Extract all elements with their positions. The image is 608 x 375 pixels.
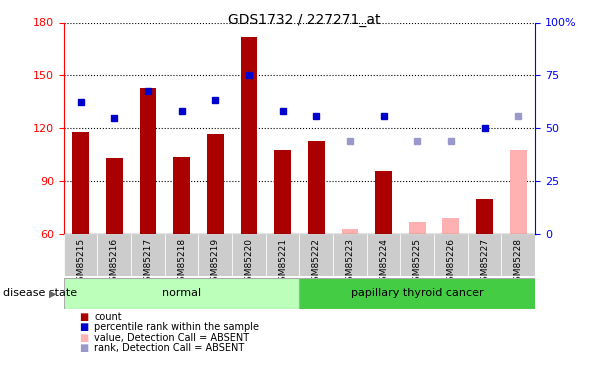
Bar [241,37,257,234]
Text: disease state: disease state [3,288,77,298]
Bar [468,234,502,276]
Bar [299,278,535,309]
Text: ■: ■ [79,344,88,353]
Bar [140,88,156,234]
Bar [375,171,392,234]
Text: percentile rank within the sample: percentile rank within the sample [94,322,259,332]
Text: ▶: ▶ [49,288,57,298]
Bar [64,278,299,309]
Bar [64,234,97,276]
Text: GSM85215: GSM85215 [76,238,85,287]
Text: rank, Detection Call = ABSENT: rank, Detection Call = ABSENT [94,344,244,353]
Bar [198,234,232,276]
Bar [72,132,89,234]
Text: ■: ■ [79,322,88,332]
Text: GSM85223: GSM85223 [345,238,354,286]
Bar [165,234,198,276]
Text: ■: ■ [79,333,88,343]
Text: GSM85219: GSM85219 [211,238,220,287]
Bar [131,234,165,276]
Bar [409,222,426,234]
Text: value, Detection Call = ABSENT: value, Detection Call = ABSENT [94,333,249,343]
Bar [106,159,123,234]
Bar [97,234,131,276]
Text: GSM85220: GSM85220 [244,238,254,286]
Text: GSM85218: GSM85218 [177,238,186,287]
Bar [274,150,291,234]
Text: GSM85222: GSM85222 [312,238,321,286]
Bar [510,150,527,234]
Bar [502,234,535,276]
Text: GSM85221: GSM85221 [278,238,287,286]
Bar [443,219,459,234]
Bar [232,234,266,276]
Bar [308,141,325,234]
Text: GDS1732 / 227271_at: GDS1732 / 227271_at [228,13,380,27]
Text: GSM85227: GSM85227 [480,238,489,286]
Text: GSM85224: GSM85224 [379,238,388,286]
Bar [342,229,358,234]
Bar [401,234,434,276]
Bar [333,234,367,276]
Text: ■: ■ [79,312,88,322]
Bar [476,199,493,234]
Bar [434,234,468,276]
Text: GSM85228: GSM85228 [514,238,523,286]
Bar [299,234,333,276]
Text: GSM85216: GSM85216 [110,238,119,287]
Bar [367,234,401,276]
Bar [207,134,224,234]
Bar [266,234,299,276]
Text: GSM85226: GSM85226 [446,238,455,286]
Bar [173,157,190,234]
Text: normal: normal [162,288,201,298]
Text: papillary thyroid cancer: papillary thyroid cancer [351,288,483,298]
Text: GSM85217: GSM85217 [143,238,153,287]
Text: count: count [94,312,122,322]
Text: GSM85225: GSM85225 [413,238,422,286]
